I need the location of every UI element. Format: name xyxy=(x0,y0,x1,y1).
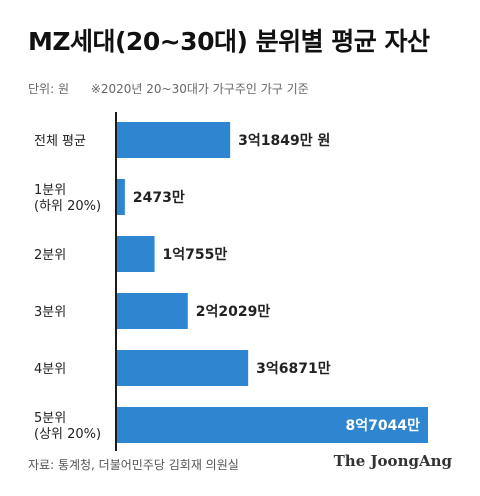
unit-label: 단위: 원 xyxy=(28,82,69,96)
source-note: 자료: 통계청, 더불어민주당 김회재 의원실 xyxy=(28,458,239,472)
value-label: 8억7044만 xyxy=(346,418,421,434)
category-label: 3분위 xyxy=(34,305,66,320)
bar xyxy=(116,350,249,386)
chart-title: MZ세대(20~30대) 분위별 평균 자산 xyxy=(28,27,430,56)
brand-logo: The JoongAng xyxy=(333,452,452,470)
basis-note: ※2020년 20~30대가 가구주인 가구 기준 xyxy=(90,82,309,96)
category-label: (하위 20%) xyxy=(34,199,101,214)
bar xyxy=(116,293,188,329)
subtitle-row: 단위: 원 ※2020년 20~30대가 가구주인 가구 기준 xyxy=(28,80,309,97)
bar xyxy=(116,236,155,272)
value-label: 2억2029만 xyxy=(196,304,271,320)
value-label: 3억6871만 xyxy=(256,361,331,377)
value-label: 1억755만 xyxy=(163,247,228,263)
category-label: 4분위 xyxy=(34,362,66,377)
bar xyxy=(116,122,231,158)
category-label: 전체 평균 xyxy=(34,134,86,149)
value-label: 2473만 xyxy=(133,190,185,206)
bar xyxy=(116,179,125,215)
bar xyxy=(116,407,428,443)
category-label: (상위 20%) xyxy=(34,427,101,442)
category-label: 2분위 xyxy=(34,248,66,263)
value-label: 3억1849만 원 xyxy=(238,133,330,149)
category-label: 5분위 xyxy=(34,411,66,426)
category-label: 1분위 xyxy=(34,183,66,198)
